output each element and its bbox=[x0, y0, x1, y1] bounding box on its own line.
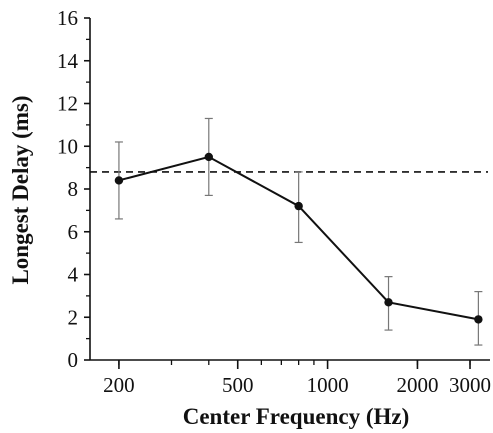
data-point bbox=[204, 152, 213, 162]
plot-area bbox=[90, 117, 488, 346]
y-tick-label: 14 bbox=[57, 49, 79, 73]
data-point bbox=[384, 298, 393, 307]
y-axis-title: Longest Delay (ms) bbox=[8, 95, 33, 284]
y-tick-label: 2 bbox=[68, 305, 79, 329]
data-point bbox=[474, 315, 483, 324]
x-tick-label: 1000 bbox=[307, 373, 349, 397]
y-tick-label: 8 bbox=[68, 177, 79, 201]
x-axis-title: Center Frequency (Hz) bbox=[183, 404, 410, 429]
x-tick-label: 2000 bbox=[396, 373, 438, 397]
data-point bbox=[114, 176, 124, 185]
y-tick-label: 16 bbox=[57, 6, 78, 30]
y-tick-label: 6 bbox=[68, 220, 79, 244]
y-tick-label: 4 bbox=[68, 263, 79, 287]
y-tick-label: 10 bbox=[57, 134, 78, 158]
x-tick-label: 200 bbox=[103, 373, 135, 397]
x-axis: 200 500 1000 2000 3000 bbox=[90, 359, 491, 397]
y-tick-label: 12 bbox=[57, 92, 78, 116]
x-tick-label: 3000 bbox=[449, 373, 491, 397]
y-axis: 0 2 4 6 8 10 12 14 16 bbox=[57, 6, 91, 372]
data-point bbox=[294, 201, 303, 211]
y-tick-label: 0 bbox=[68, 348, 79, 372]
x-tick-label: 500 bbox=[222, 373, 254, 397]
